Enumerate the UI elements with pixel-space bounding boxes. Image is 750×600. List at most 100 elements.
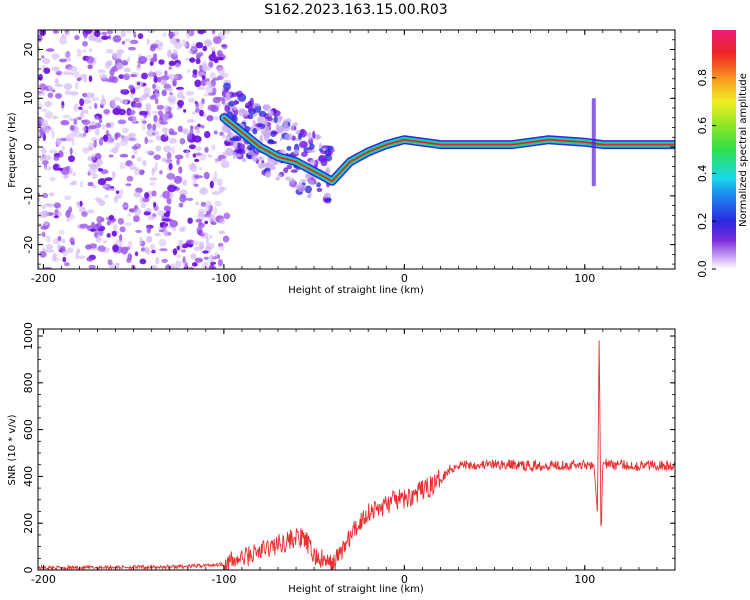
spectrogram-noise-blob: [284, 133, 293, 141]
spectrogram-noise-blob: [44, 111, 54, 119]
spectrogram-noise-blob: [161, 89, 167, 97]
spectrogram-noise-blob: [75, 252, 79, 260]
spectrogram-noise-blob: [119, 226, 126, 233]
spectrogram-noise-blob: [105, 216, 109, 221]
spectrogram-noise-blob: [142, 120, 147, 124]
spectrogram-noise-blob: [41, 55, 45, 59]
spectrogram-noise-blob: [213, 115, 219, 121]
spectrogram-noise-blob: [154, 232, 162, 237]
spectrogram-noise-blob: [88, 258, 93, 262]
spectrogram-noise-blob: [62, 114, 70, 119]
spectrogram-noise-blob: [119, 98, 129, 104]
spectrogram-frame: [37, 29, 676, 270]
spectrogram-noise-blob: [187, 97, 195, 103]
spectrogram-noise-blob: [194, 257, 203, 263]
spectrogram-noise-blob: [56, 243, 61, 251]
spectrogram-noise-blob: [201, 261, 210, 269]
spectrogram-noise-blob: [91, 121, 95, 125]
spectrogram-noise-blob: [120, 30, 126, 38]
spectrogram-noise-blob: [88, 105, 92, 110]
spectrogram-noise-blob: [304, 185, 312, 194]
colorbar-tick-label: 0.8: [696, 69, 709, 87]
spectrogram-noise-blob: [105, 122, 111, 128]
spectrogram-noise-blob: [88, 36, 97, 41]
spectrogram-noise-blob: [42, 192, 49, 199]
spectrogram-noise-blob: [293, 149, 300, 155]
spectrogram-noise-blob: [216, 50, 223, 57]
spectrogram-noise-blob: [212, 87, 217, 95]
spectrogram-noise-blob: [164, 131, 168, 138]
spectrogram-noise-blob: [127, 56, 131, 63]
spectrogram-noise-blob: [202, 64, 208, 73]
spectrogram-noise-blob: [110, 100, 116, 108]
spectrogram-noise-blob: [112, 97, 121, 102]
spectrogram-noise-blob: [186, 197, 194, 201]
spectrogram-noise-blob: [265, 173, 271, 178]
spectrogram-noise-blob: [200, 201, 207, 207]
spectrogram-noise-blob: [97, 178, 107, 186]
snr-x-label: Height of straight line (km): [288, 584, 424, 595]
spectrogram-noise-blob: [64, 195, 72, 201]
spectrogram-noise-blob: [202, 45, 208, 52]
spectrogram-noise-blob: [203, 92, 210, 97]
spectrogram-noise-blob: [51, 89, 56, 93]
y-tick-label: 400: [22, 466, 35, 487]
spectrogram-noise-blob: [153, 120, 163, 128]
spectrogram-noise-blob: [262, 104, 269, 111]
spectrogram-noise-blob: [178, 227, 186, 232]
spectrogram-noise-blob: [247, 103, 253, 112]
spectrogram-noise-blob: [151, 249, 156, 254]
spectrogram-noise-blob: [122, 202, 129, 211]
spectrogram-noise-blob: [72, 171, 76, 177]
spectrogram-noise-blob: [217, 66, 226, 75]
spectrogram-noise-blob: [158, 238, 167, 247]
spectrogram-noise-blob: [194, 107, 200, 113]
spectrogram-noise-blob: [168, 66, 172, 70]
spectrogram-noise-blob: [49, 149, 58, 154]
spectrogram-noise-blob: [116, 262, 120, 267]
spectrogram-noise-blob: [313, 134, 321, 140]
spectrogram-noise-blob: [213, 206, 218, 215]
spectrogram-noise-blob: [92, 174, 96, 180]
spectrogram-noise-blob: [267, 110, 274, 117]
spectrogram-noise-blob: [99, 74, 108, 80]
spectrogram-noise-blob: [68, 155, 75, 163]
spectrogram-noise-blob: [222, 133, 226, 139]
spectrogram-noise-blob: [131, 154, 135, 159]
spectrogram-noise-blob: [70, 72, 74, 76]
spectrogram-noise-blob: [161, 218, 171, 222]
spectrogram-noise-blob: [93, 139, 97, 148]
spectrogram-noise-blob: [173, 41, 183, 49]
spectrogram-noise-blob: [211, 176, 218, 183]
spectrogram-noise-blob: [59, 137, 67, 142]
spectrogram-noise-blob: [198, 211, 205, 218]
spectrogram-noise-blob: [134, 208, 142, 216]
spectrogram-noise-blob: [133, 215, 140, 223]
spectrogram-noise-blob: [38, 265, 41, 269]
spectrogram-noise-blob: [90, 137, 99, 142]
spectrogram-noise-blob: [88, 75, 93, 82]
spectrogram-noise-blob: [199, 187, 208, 195]
spectrogram-noise-blob: [166, 172, 176, 180]
spectrogram-y-ticks: 20 10 0 -10 -20: [22, 29, 675, 265]
spectrogram-noise-blob: [178, 202, 184, 208]
spectrogram-noise-blob: [96, 158, 103, 167]
spectrogram-noise-blob: [279, 137, 283, 141]
spectrogram-noise-blob: [176, 158, 180, 166]
spectrogram-noise-blob: [202, 250, 209, 254]
spectrogram-noise-blob: [40, 119, 49, 127]
spectrogram-noise-blob: [187, 119, 194, 123]
spectrogram-noise-blob: [136, 81, 141, 86]
spectrogram-noise-blob: [82, 147, 90, 154]
spectrogram-noise-blob: [128, 132, 136, 138]
colorbar-gradient: [712, 30, 736, 269]
spectrogram-noise-blob: [189, 164, 198, 173]
spectrogram-noise-blob: [225, 91, 231, 98]
spectrogram-noise-blob: [126, 244, 133, 248]
spectrogram-noise-blob: [121, 127, 129, 134]
spectrogram-noise-blob: [131, 145, 139, 150]
spectrogram-noise-blob: [125, 160, 133, 167]
spectrogram-noise-blob: [180, 128, 190, 134]
spectrogram-noise-blob: [263, 130, 271, 139]
spectrogram-noise-blob: [107, 187, 117, 192]
